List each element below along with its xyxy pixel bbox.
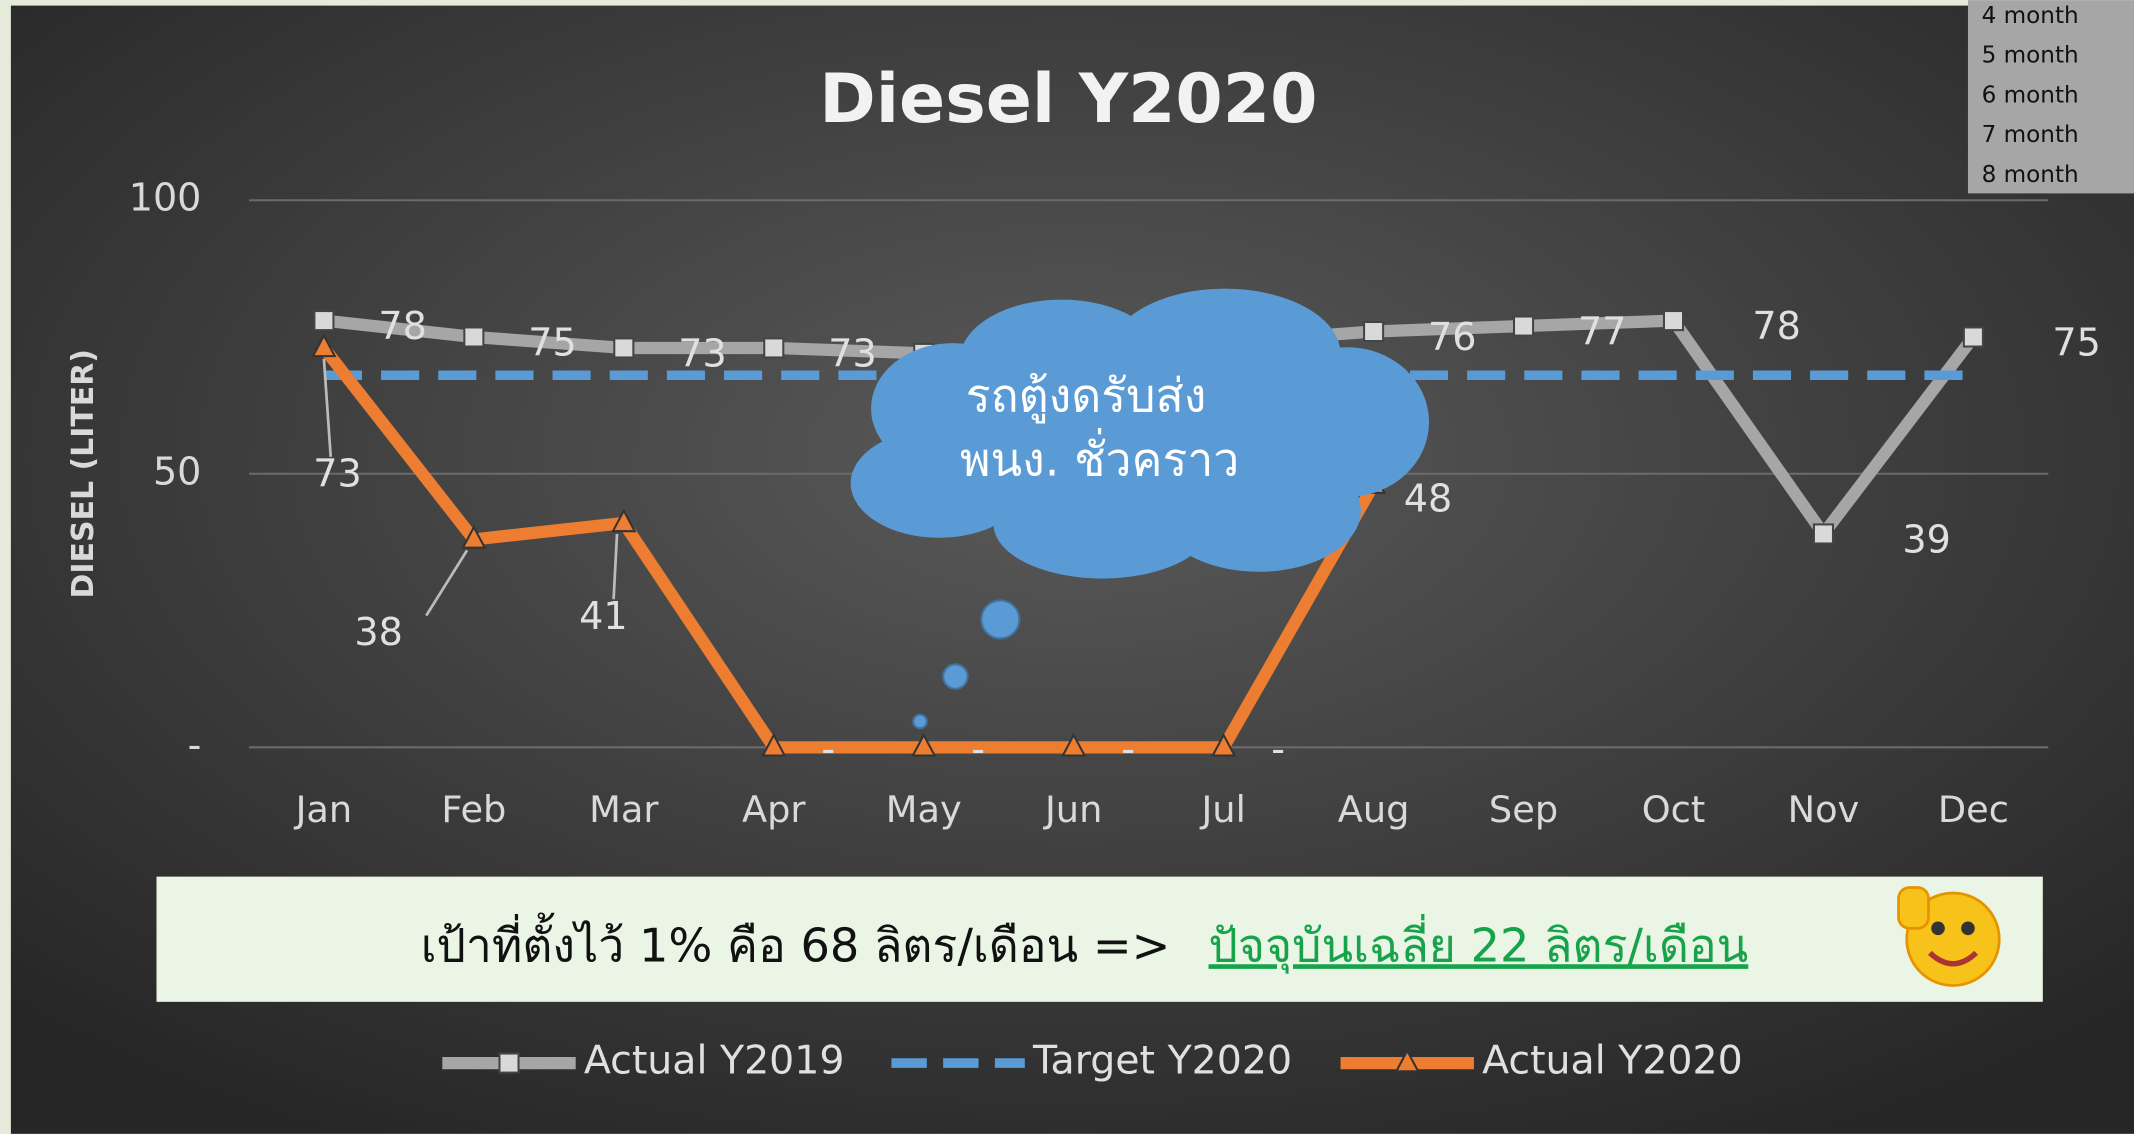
- side-list-item: 4 month: [1982, 3, 2079, 29]
- y-tick-label: -: [188, 723, 202, 767]
- banner-text: เป้าที่ตั้งไว้ 1% คือ 68 ลิตร/เดือน =>: [421, 912, 1171, 972]
- x-tick-label: Jan: [294, 788, 353, 831]
- series-marker: [1962, 326, 1984, 348]
- x-tick-label: Mar: [589, 788, 659, 831]
- series-marker: [461, 525, 487, 549]
- series: [311, 333, 1387, 757]
- leader-line: [322, 358, 333, 457]
- series-marker: [1211, 732, 1237, 757]
- data-label: 48: [1404, 477, 1452, 521]
- data-label: 38: [354, 610, 402, 654]
- data-label: 75: [528, 321, 576, 365]
- side-list-item: 6 month: [1982, 82, 2079, 108]
- series-marker: [463, 326, 485, 348]
- emoji-mouth: [1927, 950, 1978, 967]
- annotation-text: รถตู้งดรับส่ง: [966, 368, 1207, 423]
- annotation-text: พนง. ชั่วคราว: [960, 427, 1239, 486]
- series-marker: [311, 333, 337, 358]
- banner: [156, 876, 2043, 1002]
- data-label: 41: [579, 594, 627, 638]
- data-label: 73: [678, 332, 726, 376]
- leader-line: [612, 533, 619, 600]
- data-label: 77: [1578, 310, 1626, 354]
- leader-line: [425, 549, 469, 617]
- y-tick-label: 100: [129, 176, 202, 220]
- emoji-eye: [1931, 921, 1945, 936]
- series-line: [319, 344, 1379, 754]
- data-label: -: [1121, 727, 1135, 771]
- legend-marker: [1394, 1048, 1420, 1073]
- series-marker: [1363, 320, 1385, 343]
- x-tick-label: Dec: [1938, 788, 2009, 831]
- x-tick-label: Aug: [1338, 788, 1410, 831]
- x-tick-label: Feb: [441, 788, 506, 831]
- data-label: -: [821, 727, 835, 771]
- side-list-item: 7 month: [1982, 122, 2079, 148]
- data-label: 78: [378, 304, 426, 348]
- series-marker: [611, 508, 637, 533]
- x-tick-label: May: [886, 788, 962, 831]
- series-marker: [313, 310, 335, 332]
- y-axis-label: DIESEL (LITER): [66, 349, 101, 598]
- x-tick-label: Jun: [1043, 788, 1102, 831]
- emoji-eye: [1961, 921, 1975, 936]
- data-label: 76: [1428, 315, 1476, 359]
- banner-highlight: ปัจจุบันเฉลี่ย 22 ลิตร/เดือน: [1209, 913, 1749, 974]
- data-label: 73: [313, 451, 361, 495]
- y-tick-label: 50: [153, 449, 201, 493]
- x-tick-label: Apr: [742, 788, 806, 831]
- cloud-bubble: [942, 663, 969, 690]
- side-list-item: 8 month: [1982, 162, 2079, 188]
- legend-label: Actual Y2020: [1482, 1038, 1743, 1084]
- data-label: 73: [828, 332, 876, 376]
- legend-label: Actual Y2019: [584, 1038, 845, 1084]
- x-tick-label: Jul: [1199, 788, 1245, 831]
- data-label: 39: [1902, 518, 1950, 562]
- cloud-part: [911, 340, 1375, 531]
- x-tick-label: Sep: [1489, 788, 1558, 831]
- cloud-bubble: [980, 599, 1021, 640]
- series-marker: [613, 337, 635, 359]
- data-label: -: [1271, 727, 1285, 771]
- side-list-box: [1967, 0, 2134, 194]
- series-marker: [763, 337, 785, 359]
- series-marker: [911, 732, 937, 757]
- series-marker: [1061, 732, 1087, 757]
- chart-title: Diesel Y2020: [819, 60, 1317, 139]
- x-tick-label: Oct: [1642, 788, 1706, 831]
- x-tick-label: Nov: [1788, 788, 1860, 831]
- series-marker: [761, 732, 787, 757]
- emoji: [1897, 886, 2001, 987]
- cloud-bubble: [912, 713, 928, 730]
- data-label: -: [971, 727, 985, 771]
- emoji-thumb: [1897, 886, 1930, 930]
- series-marker: [1512, 315, 1535, 337]
- data-label: 78: [1752, 304, 1800, 348]
- data-label: 75: [2052, 321, 2100, 365]
- series-marker: [1812, 523, 1834, 545]
- series-marker: [1662, 310, 1685, 332]
- legend-marker: [498, 1052, 520, 1074]
- legend-label: Target Y2020: [1032, 1038, 1292, 1084]
- side-list-item: 5 month: [1982, 43, 2079, 69]
